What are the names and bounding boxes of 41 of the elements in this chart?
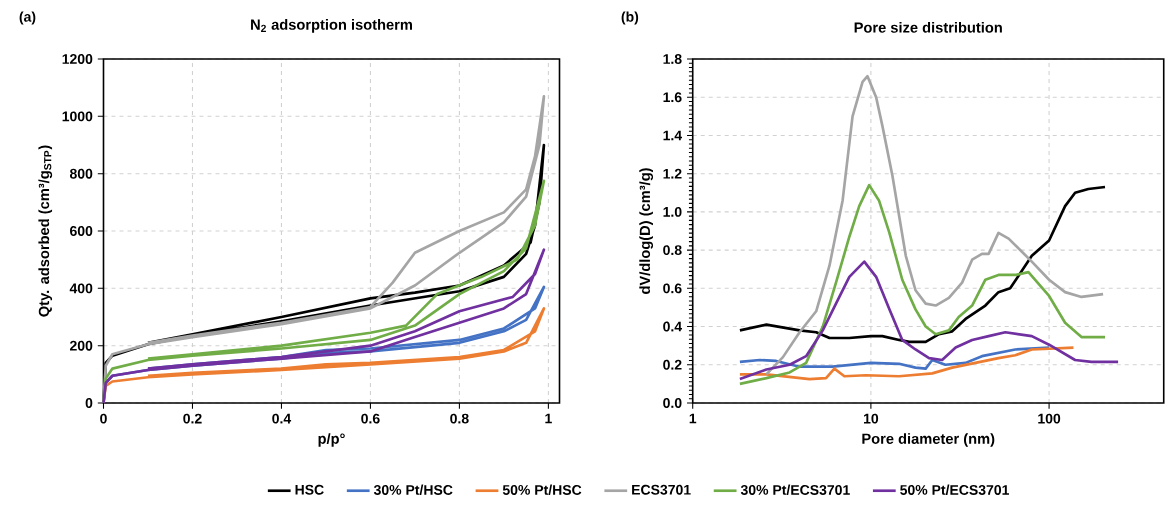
legend-label: ECS3701 (632, 484, 691, 495)
y-tick-label: 1000 (62, 111, 93, 122)
y-tick-label: 0.2 (663, 359, 682, 370)
y-axis-title: Qty. adsorbed (cm³/g$_{STP}$) (38, 145, 53, 317)
legend-label: 50% Pt/ECS3701 (900, 484, 1009, 496)
text: (b) (621, 11, 639, 25)
legend-label: 50% Pt/HSC (502, 484, 582, 496)
x-tick-label: 100 (1038, 413, 1061, 424)
x-axis-title: Pore diameter (nm) (862, 433, 995, 447)
y-tick-label: 1.2 (663, 168, 682, 179)
line-series (102, 248, 546, 405)
x-tick-label: 1 (545, 413, 552, 424)
chart-title: N$_{2}$ adsorption isotherm (251, 19, 412, 33)
y-tick-label: 1.8 (663, 54, 682, 64)
legend-label: HSC (295, 484, 324, 495)
x-tick-label: 0.2 (183, 413, 202, 424)
y-tick-label: 400 (69, 283, 93, 294)
legend-label: 30% Pt/ECS3701 (740, 484, 850, 496)
x-tick-label: 10 (863, 413, 879, 424)
x-tick-label: 0.4 (272, 413, 292, 424)
y-tick-label: 0.8 (663, 245, 682, 256)
y-tick-label: 600 (70, 226, 93, 236)
x-tick-label: 0.6 (361, 413, 380, 424)
y-tick-label: 0 (85, 398, 93, 408)
y-tick-label: 1.4 (663, 130, 683, 141)
chart-title: Pore size distribution (854, 21, 1002, 33)
legend-label: 30% Pt/HSC (373, 484, 453, 496)
text: (a) (19, 11, 36, 25)
y-tick-label: 0.0 (663, 398, 682, 408)
y-tick-label: 1.6 (663, 92, 682, 103)
y-tick-label: 1200 (62, 54, 93, 64)
y-tick-label: 800 (69, 168, 93, 179)
y-tick-label: 200 (69, 340, 93, 351)
x-tick-label: 0 (100, 413, 107, 424)
y-tick-label: 0.6 (663, 283, 682, 294)
y-tick-label: 1.0 (663, 206, 682, 217)
y-tick-label: 0.4 (663, 321, 683, 332)
x-axis-title: p/p° (318, 433, 345, 447)
y-axis-title: dV/dlog(D) (cm³/g) (639, 168, 654, 294)
x-tick-label: 1 (689, 413, 697, 424)
x-tick-label: 0.8 (450, 413, 469, 424)
